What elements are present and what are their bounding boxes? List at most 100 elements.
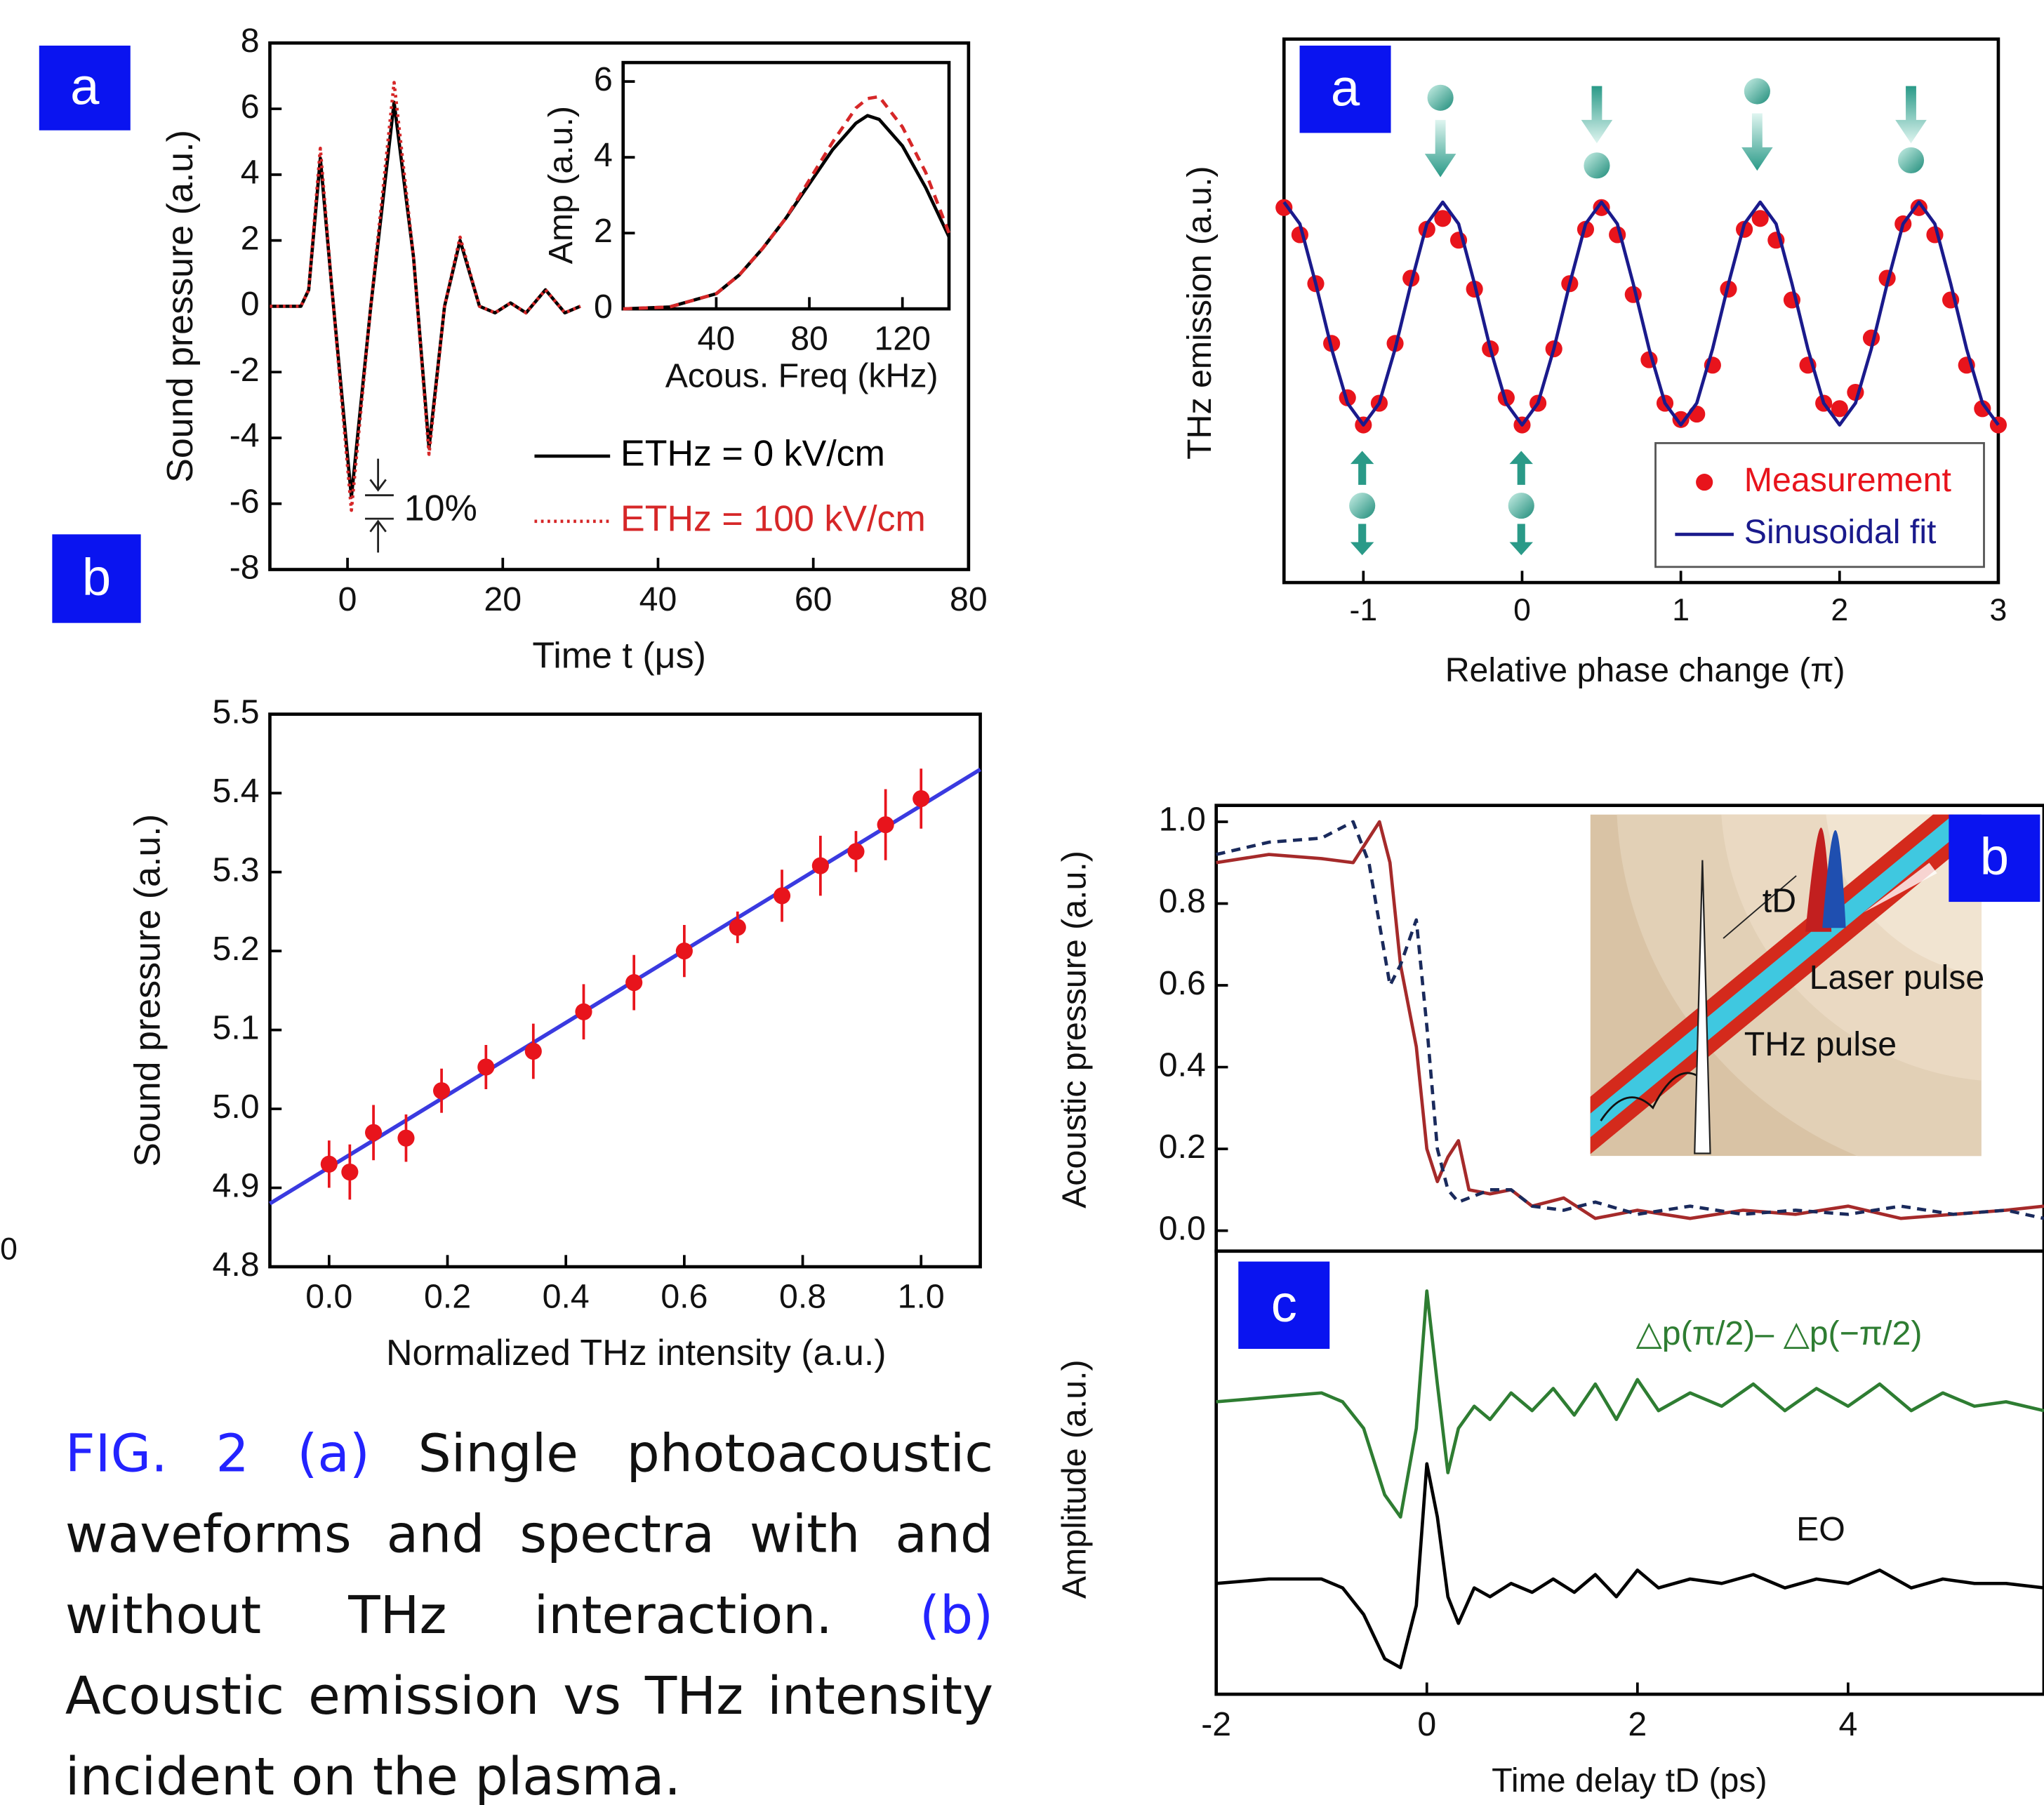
chart: -2 0 2 4 Time delay tD (ps) Amplitude (a.u.) c… bbox=[1056, 1249, 2044, 1799]
y-axis-label: Amplitude (a.u.) bbox=[1056, 1359, 1094, 1599]
data-line bbox=[1216, 820, 2044, 1220]
data-line bbox=[623, 95, 951, 311]
data-point bbox=[575, 1003, 592, 1020]
y-axis-label: Acoustic pressure (a.u.) bbox=[1056, 851, 1094, 1208]
x-tick-label: 80 bbox=[790, 320, 828, 358]
y-tick-label: 0.0 bbox=[1159, 1209, 1206, 1247]
data-point bbox=[1672, 411, 1690, 428]
x-tick-label: 80 bbox=[950, 580, 988, 618]
x-tick-label: 0.6 bbox=[661, 1278, 708, 1316]
caption-box: FIG. 2 (a) Single photoacoustic waveform… bbox=[65, 1414, 993, 1805]
x-tick-label: 0 bbox=[1417, 1705, 1436, 1743]
data-line bbox=[1282, 200, 2000, 427]
data-point bbox=[1974, 400, 1991, 418]
data-point bbox=[365, 1124, 383, 1141]
y-tick-label: 4.8 bbox=[213, 1246, 260, 1284]
data-point bbox=[1831, 400, 1848, 418]
data-point bbox=[341, 1163, 359, 1181]
caption-segment: Single photoacoustic waveforms and spect… bbox=[65, 1424, 994, 1646]
data-point bbox=[1275, 199, 1293, 216]
x-tick-label: 0 bbox=[338, 580, 357, 618]
x-tick-label: 4 bbox=[1838, 1705, 1857, 1743]
data-point bbox=[524, 1042, 542, 1060]
data-point bbox=[1593, 199, 1610, 216]
x-tick-label: -1 bbox=[1350, 593, 1378, 627]
x-tick-label: 2 bbox=[1628, 1705, 1647, 1743]
y-tick-label: 5.3 bbox=[213, 851, 260, 888]
data-line bbox=[1216, 1289, 2044, 1519]
y-tick-label: 4 bbox=[241, 154, 260, 192]
data-point bbox=[397, 1129, 415, 1147]
y-tick-label: 0.4 bbox=[1159, 1046, 1206, 1084]
annotation: tD bbox=[1763, 882, 1796, 920]
annotation-arrows bbox=[365, 458, 394, 553]
x-tick-label: 0.2 bbox=[424, 1278, 471, 1316]
caption-segment: (b) bbox=[920, 1586, 994, 1646]
y-tick-label: 6 bbox=[594, 60, 613, 98]
panel-box bbox=[1299, 45, 1391, 133]
x-tick-label: 40 bbox=[639, 580, 677, 618]
data-point bbox=[877, 816, 894, 834]
y-tick-label: -4 bbox=[230, 417, 260, 455]
x-tick-label: 1 bbox=[1672, 593, 1690, 627]
y-tick-label: 2 bbox=[241, 219, 260, 257]
legend-box bbox=[1654, 442, 1985, 568]
chart: 4.8 4.9 5.0 5.1 5.2 5.3 5.4 5.5 0.0 0.2 0.4 0.6 0.8 1… bbox=[52, 534, 982, 1373]
y-tick-label: 0.2 bbox=[1159, 1128, 1206, 1166]
legend-label: ETHz = 100 kV/cm bbox=[620, 499, 926, 540]
x-tick-label: 0.8 bbox=[779, 1278, 826, 1316]
x-axis-label: Time delay tD (ps) bbox=[1492, 1761, 1767, 1799]
y-tick-label: 1.0 bbox=[1159, 801, 1206, 839]
panel-label: a bbox=[70, 58, 100, 116]
panel-label: c bbox=[1271, 1274, 1297, 1333]
x-axis-label: Normalized THz intensity (a.u.) bbox=[386, 1333, 887, 1373]
data-point bbox=[625, 974, 643, 992]
fit-line bbox=[269, 768, 982, 1206]
y-tick-label: -2 bbox=[230, 351, 260, 389]
data-point bbox=[729, 919, 746, 936]
data-point bbox=[811, 857, 829, 874]
x-tick-label: 20 bbox=[484, 580, 522, 618]
data-point bbox=[1910, 199, 1927, 216]
panel-box bbox=[52, 534, 141, 623]
caption-segment: Acoustic emission vs THz intensity incid… bbox=[65, 1667, 994, 1805]
y-tick-label: 0.8 bbox=[1159, 882, 1206, 920]
data-point bbox=[477, 1058, 495, 1076]
data-line bbox=[270, 100, 581, 499]
edge-text: 0 bbox=[0, 1232, 18, 1267]
data-line bbox=[1216, 820, 2044, 1220]
x-axis-label: Time t (μs) bbox=[532, 636, 705, 677]
data-point bbox=[1434, 210, 1452, 227]
y-tick-label: 5.0 bbox=[213, 1088, 260, 1126]
x-tick-label: 0 bbox=[1513, 593, 1531, 627]
panel-label: b bbox=[1980, 827, 2009, 886]
annotation: THz pulse bbox=[1744, 1025, 1897, 1063]
x-axis-label: Acous. Freq (kHz) bbox=[665, 357, 938, 394]
x-tick-label: 60 bbox=[795, 580, 832, 618]
x-axis-label: Relative phase change (π) bbox=[1445, 651, 1845, 689]
legend-label: Sinusoidal fit bbox=[1744, 513, 1937, 551]
y-tick-label: 5.1 bbox=[213, 1008, 260, 1046]
annotation: 10% bbox=[404, 488, 477, 529]
y-tick-label: 5.2 bbox=[213, 930, 260, 968]
annotation: △p(π/2)– △p(−π/2) bbox=[1636, 1314, 1923, 1352]
x-tick-label: 0.0 bbox=[305, 1278, 352, 1316]
y-tick-label: 0.6 bbox=[1159, 964, 1206, 1002]
y-tick-label: 4 bbox=[594, 136, 613, 174]
panel-box bbox=[1949, 814, 2040, 902]
annotation: Laser pulse bbox=[1810, 959, 1985, 997]
x-tick-label: 0.4 bbox=[543, 1278, 590, 1316]
x-tick-label: -2 bbox=[1201, 1705, 1231, 1743]
legend-label: ETHz = 0 kV/cm bbox=[620, 434, 885, 474]
data-point bbox=[912, 790, 930, 808]
data-line bbox=[270, 81, 581, 512]
plot-frame bbox=[621, 60, 951, 311]
panel-box bbox=[1238, 1261, 1330, 1350]
y-axis-label: Amp (a.u.) bbox=[542, 106, 580, 264]
x-tick-label: 3 bbox=[1990, 593, 2007, 627]
caption: FIG. 2 (a) Single photoacoustic waveform… bbox=[65, 1414, 993, 1805]
y-tick-label: 2 bbox=[594, 212, 613, 250]
x-tick-label: 120 bbox=[874, 320, 931, 358]
